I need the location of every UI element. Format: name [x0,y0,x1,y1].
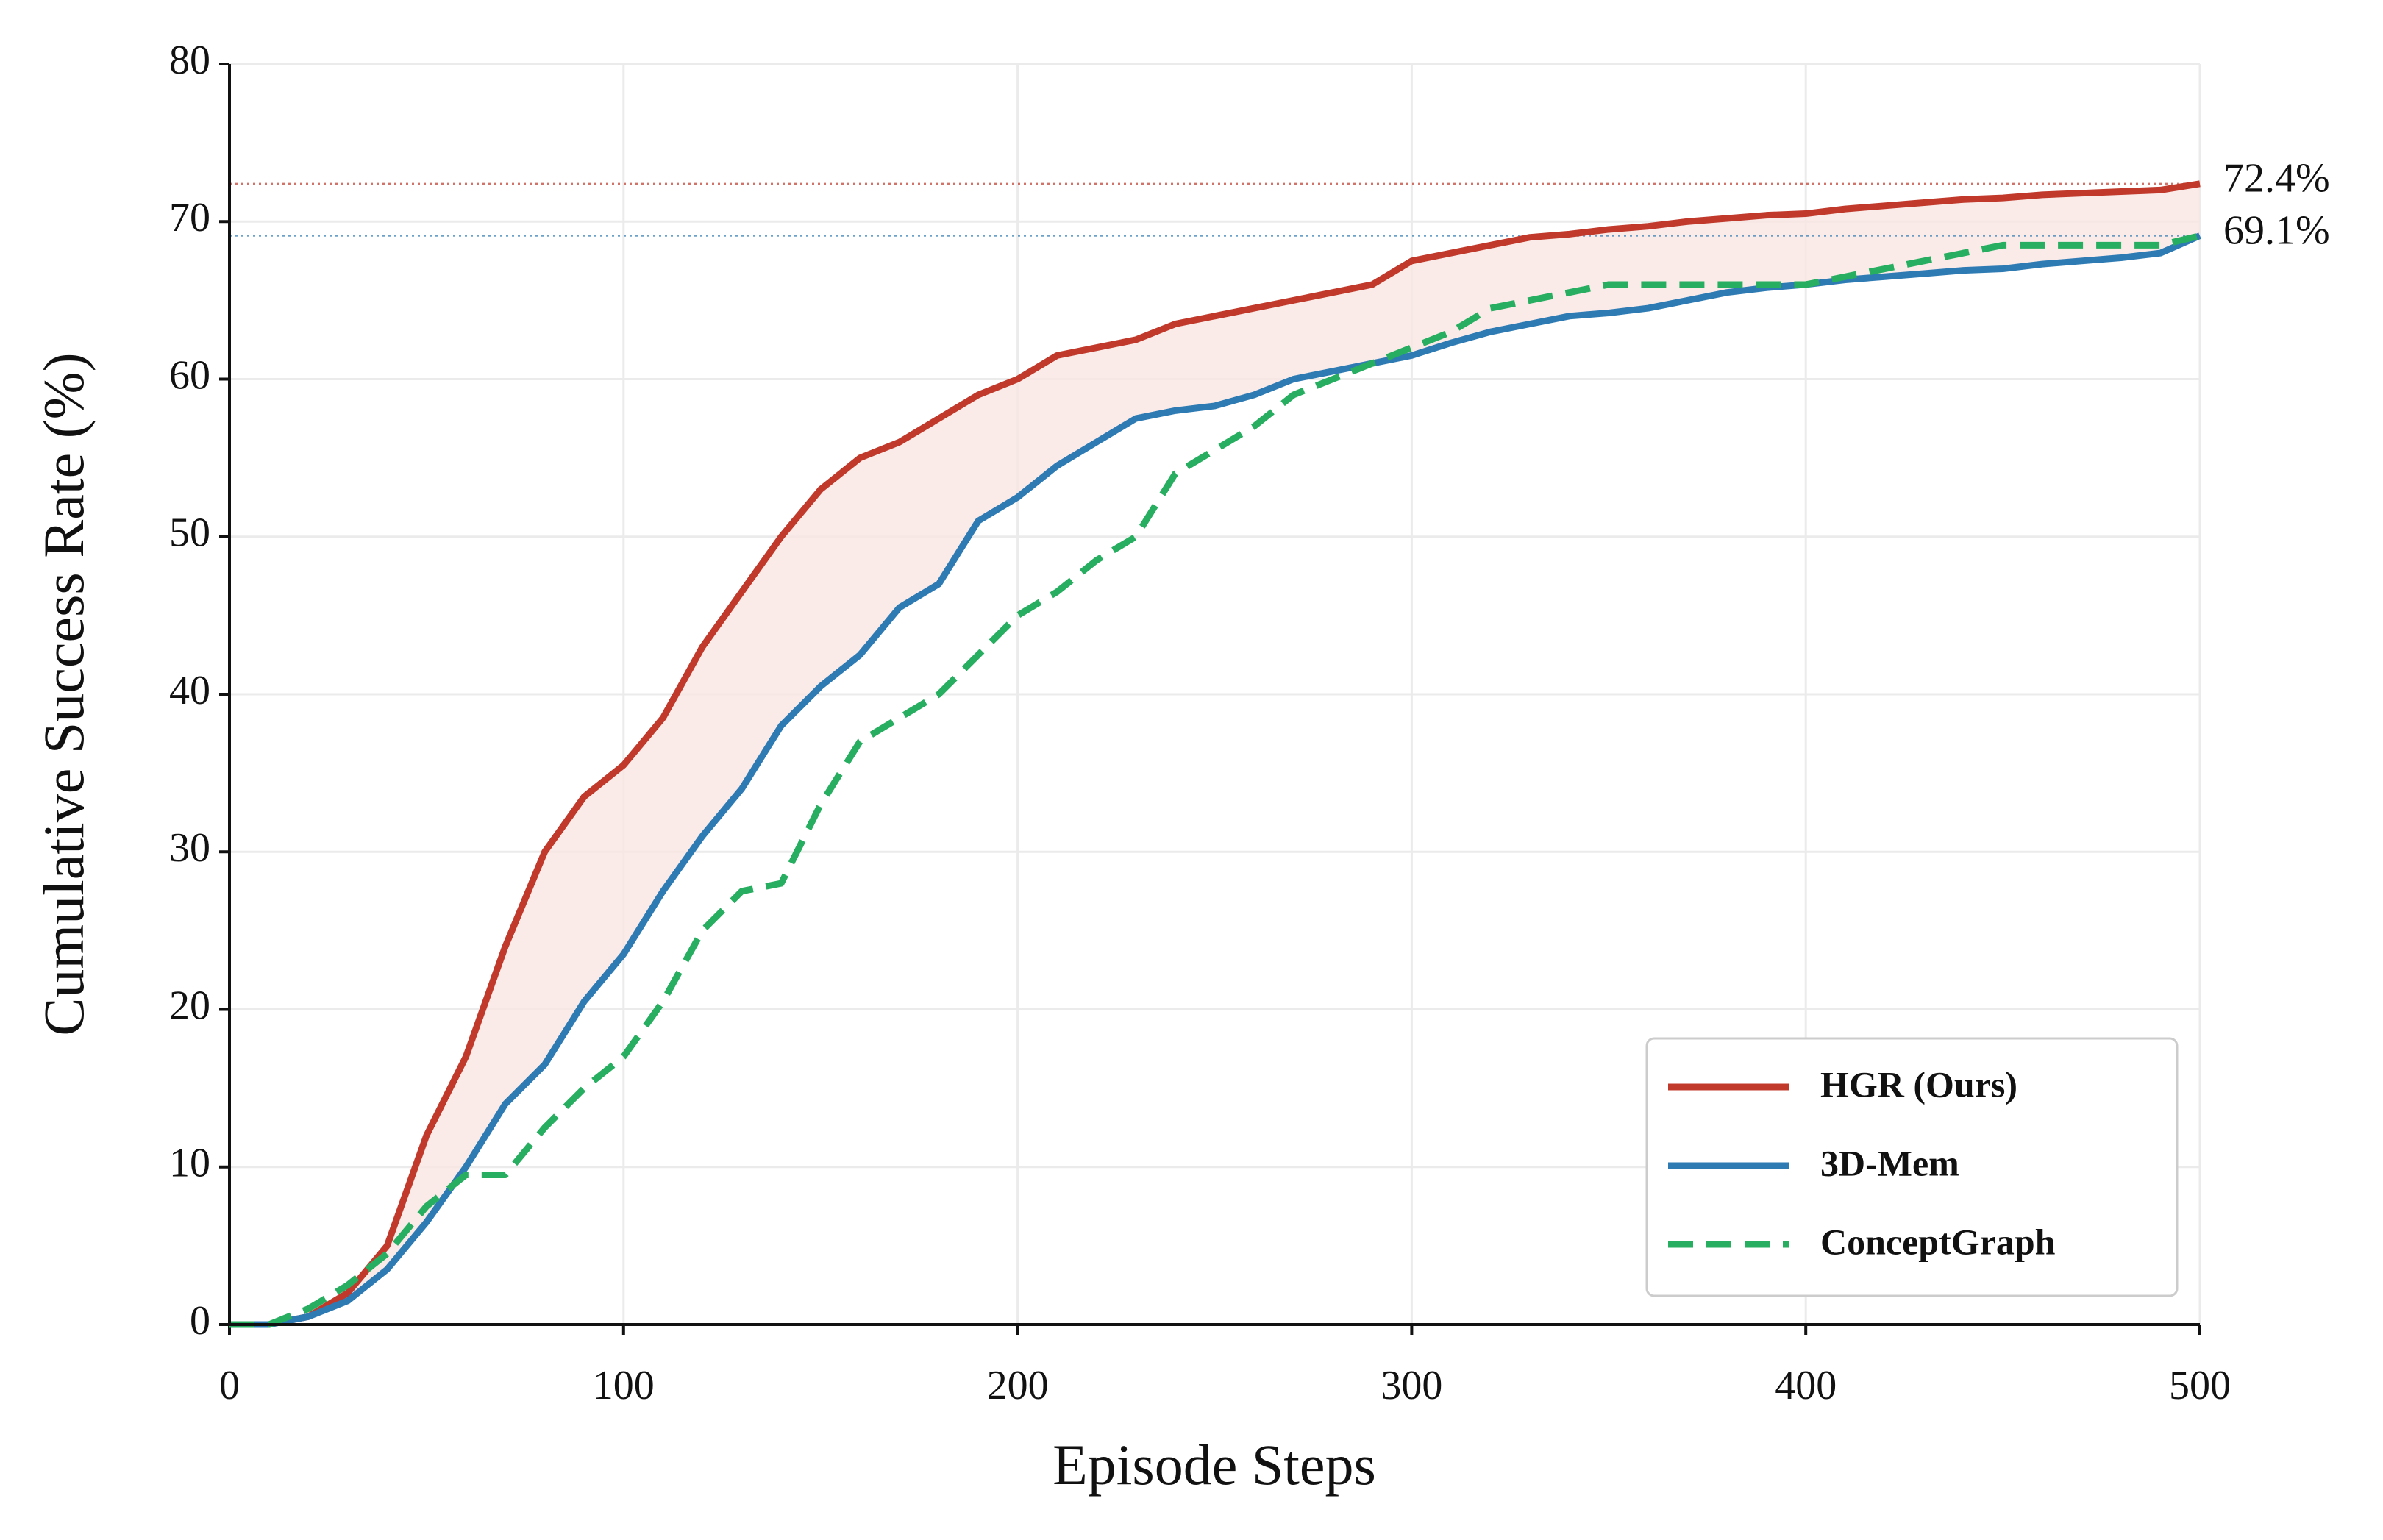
x-tick-label: 500 [2169,1363,2231,1408]
y-tick-label: 30 [169,825,210,871]
y-tick-label: 80 [169,38,210,83]
y-tick-label: 50 [169,510,210,556]
x-tick-label: 0 [219,1363,240,1408]
end-label: 72.4% [2223,156,2330,202]
legend-label: ConceptGraph [1820,1221,2056,1262]
legend: HGR (Ours) 3D-Mem ConceptGraph [1645,1037,2179,1297]
y-tick-label: 40 [169,668,210,713]
x-tick-label: 200 [987,1363,1049,1408]
x-tick-label: 400 [1775,1363,1837,1408]
legend-box [1645,1037,2179,1297]
series-line [229,232,2201,1328]
x-tick-label: 300 [1381,1363,1442,1408]
y-tick-label: 70 [169,195,210,240]
y-tick-label: 10 [169,1141,210,1186]
series-line [229,180,2201,1328]
end-label: 69.1% [2223,207,2330,253]
y-axis-title: Cumulative Success Rate (%) [32,352,96,1035]
y-tick-label: 60 [169,352,210,398]
legend-label: HGR (Ours) [1820,1063,2017,1105]
y-tick-label: 20 [169,983,210,1028]
x-tick-label: 100 [593,1363,655,1408]
y-tick-label: 0 [190,1298,210,1344]
x-axis-title: Episode Steps [1052,1433,1376,1497]
legend-label: 3D-Mem [1820,1142,1959,1183]
series-line [229,232,2201,1328]
